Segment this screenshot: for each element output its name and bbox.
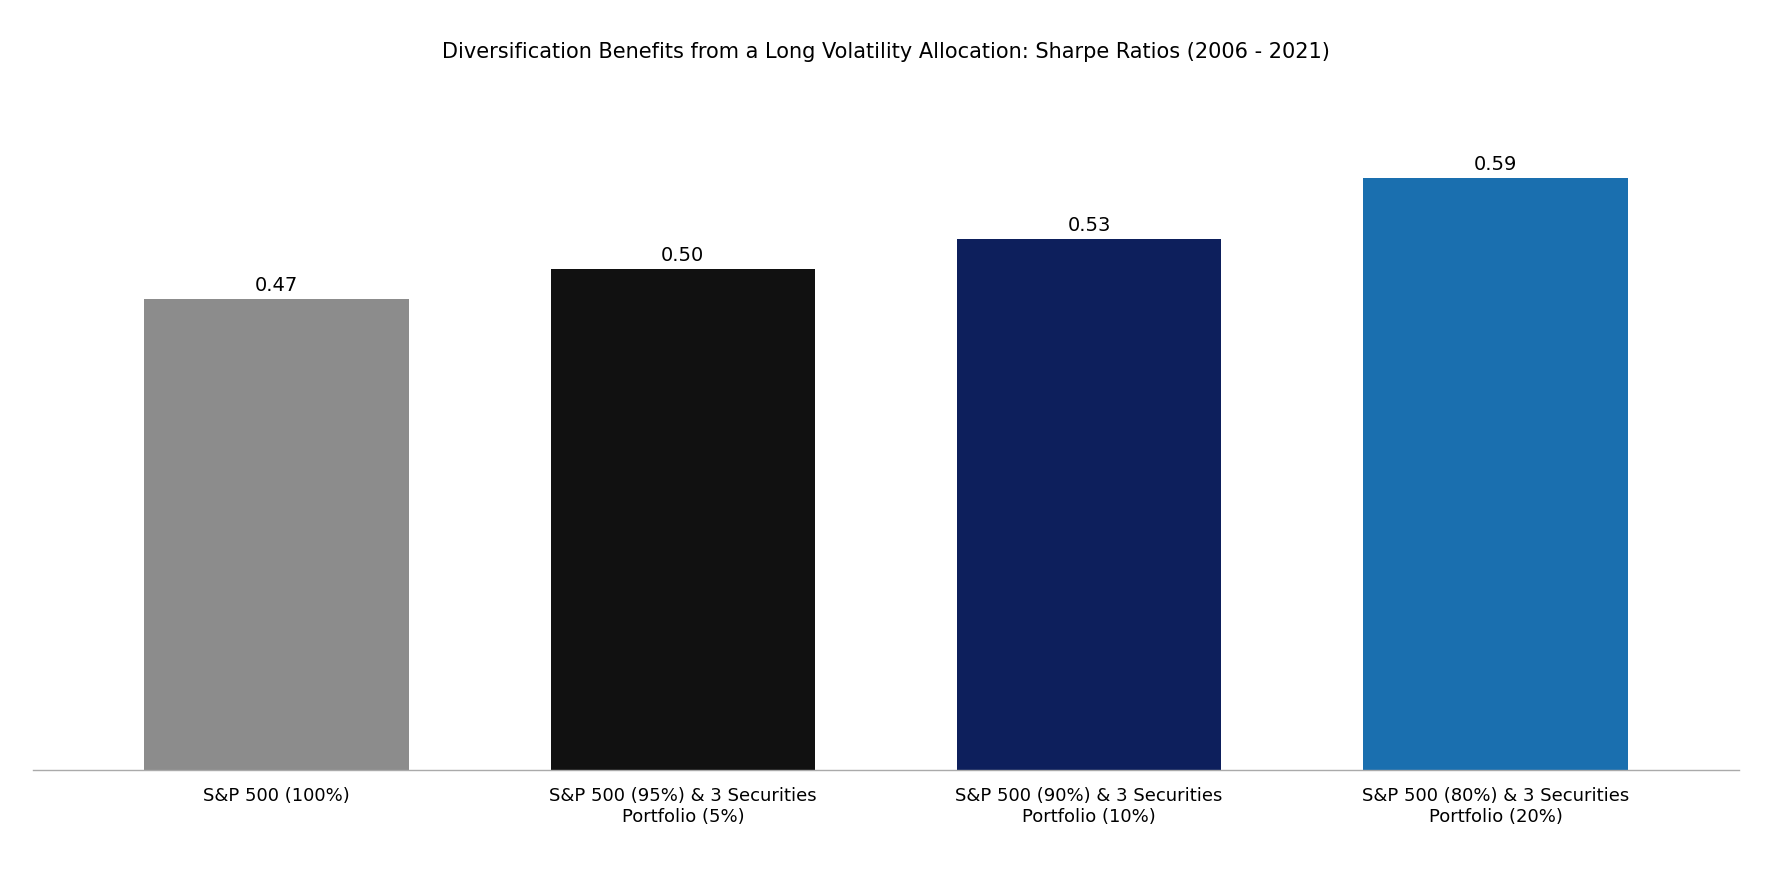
Text: 0.50: 0.50 [661,246,705,265]
Bar [145,299,409,770]
Text: 0.59: 0.59 [1474,156,1517,174]
Bar [1363,179,1627,770]
Text: 0.47: 0.47 [255,276,298,295]
Bar [551,269,815,770]
Title: Diversification Benefits from a Long Volatility Allocation: Sharpe Ratios (2006 : Diversification Benefits from a Long Vol… [441,42,1331,62]
Text: 0.53: 0.53 [1067,216,1111,235]
Bar [957,239,1221,770]
